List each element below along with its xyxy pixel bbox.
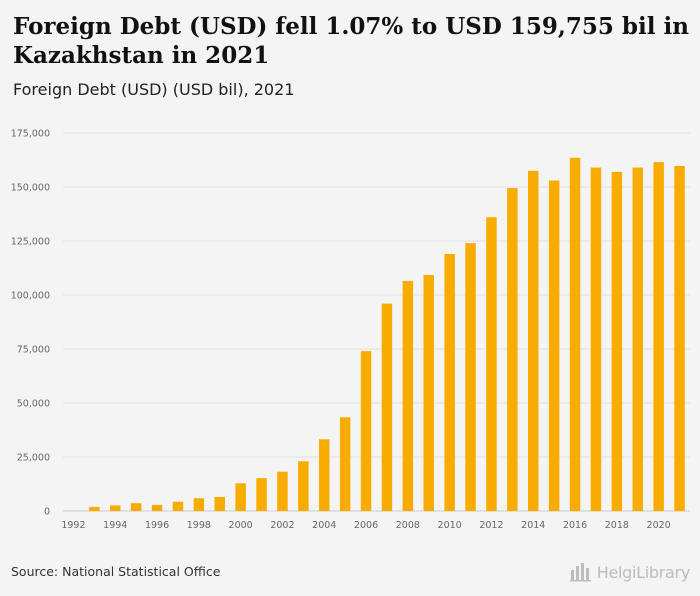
x-tick-label: 1998 — [187, 520, 211, 531]
x-tick-label: 2016 — [563, 520, 587, 531]
bar-2002[interactable] — [277, 471, 288, 511]
x-tick-label: 2006 — [354, 520, 378, 531]
bar-2006[interactable] — [360, 351, 372, 511]
bar-1993[interactable] — [89, 506, 100, 511]
bar-1995[interactable] — [130, 503, 142, 511]
bar-2014[interactable] — [528, 170, 539, 512]
bar-2010[interactable] — [444, 253, 455, 511]
gridlines — [63, 132, 690, 512]
bar-1999[interactable] — [214, 496, 225, 511]
x-tick-label: 2000 — [229, 520, 253, 531]
x-tick-label: 2008 — [396, 520, 420, 531]
bar-2021[interactable] — [674, 165, 685, 511]
bar-2016[interactable] — [569, 157, 581, 511]
bar-1997[interactable] — [172, 501, 184, 511]
x-tick-label: 1992 — [61, 520, 85, 531]
y-tick-label: 150,000 — [11, 183, 50, 194]
bar-2000[interactable] — [235, 483, 246, 511]
x-tick-label: 2012 — [479, 520, 503, 531]
x-tick-label: 2020 — [647, 520, 671, 531]
x-tick-label: 2014 — [521, 520, 545, 531]
y-tick-label: 175,000 — [11, 129, 50, 140]
x-tick-label: 1994 — [103, 520, 127, 531]
bar-2005[interactable] — [339, 417, 351, 511]
x-tick-label: 2018 — [605, 520, 629, 531]
bar-chart: 0 25,000 50,000 75,000 100,000 125,000 150,000… — [11, 129, 690, 531]
x-tick-label: 2002 — [270, 520, 294, 531]
y-tick-label: 125,000 — [11, 237, 50, 248]
bar-2013[interactable] — [507, 188, 518, 511]
bar-2017[interactable] — [590, 167, 602, 511]
bar-2018[interactable] — [611, 171, 623, 511]
bar-2015[interactable] — [548, 180, 560, 511]
x-tick-label: 2010 — [438, 520, 462, 531]
y-tick-label: 25,000 — [17, 453, 50, 464]
x-tick-label: 1996 — [145, 520, 169, 531]
y-tick-label: 75,000 — [17, 345, 50, 356]
footer: Source: National Statistical Office Helg… — [0, 543, 700, 596]
page-title: Foreign Debt (USD) fell 1.07% to USD 159… — [13, 13, 689, 69]
bar-2009[interactable] — [423, 274, 434, 511]
helgilibrary-logo[interactable]: HelgiLibrary — [569, 560, 691, 584]
x-axis-ticks: 1992 1994 1996 1998 2000 2002 2004 2006 2008 2010… — [61, 520, 670, 531]
bar-1998[interactable] — [193, 498, 205, 511]
chart-subtitle: Foreign Debt (USD) (USD bil), 2021 — [13, 80, 295, 99]
bar-2004[interactable] — [319, 439, 330, 511]
bar-2012[interactable] — [486, 217, 497, 511]
bar-2001[interactable] — [256, 478, 267, 511]
bar-2019[interactable] — [632, 167, 643, 511]
bar-2020[interactable] — [653, 162, 664, 511]
bar-1994[interactable] — [110, 505, 121, 511]
bar-2003[interactable] — [298, 461, 309, 511]
bars — [89, 157, 685, 512]
source-note: Source: National Statistical Office — [11, 564, 221, 579]
bar-2008[interactable] — [402, 280, 414, 511]
bar-chart-logo-icon — [569, 563, 591, 582]
y-tick-label: 0 — [44, 507, 50, 518]
bar-2011[interactable] — [465, 243, 476, 511]
header: Foreign Debt (USD) fell 1.07% to USD 159… — [0, 0, 700, 113]
chart-area: 0 25,000 50,000 75,000 100,000 125,000 150,000… — [0, 113, 700, 543]
bar-1996[interactable] — [151, 504, 163, 511]
logo-text: HelgiLibrary — [596, 562, 691, 582]
bar-2007[interactable] — [381, 303, 393, 511]
x-tick-label: 2004 — [312, 520, 336, 531]
y-axis-ticks: 0 25,000 50,000 75,000 100,000 125,000 150,000… — [11, 129, 50, 518]
y-tick-label: 50,000 — [17, 399, 50, 410]
y-tick-label: 100,000 — [11, 291, 50, 302]
